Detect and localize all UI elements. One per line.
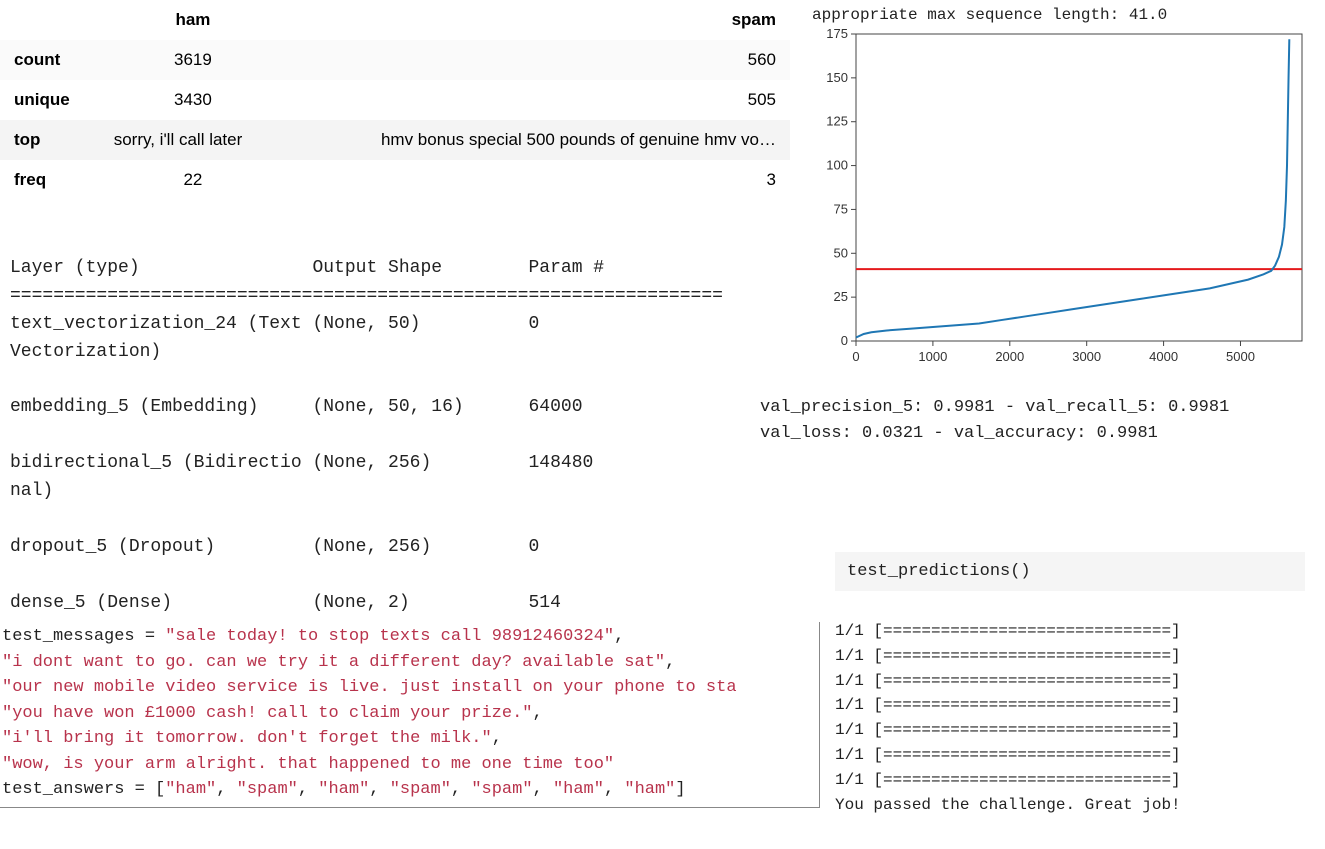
cell: hmv bonus special 500 pounds of genuine … xyxy=(286,120,790,160)
col-spam: spam xyxy=(286,0,790,40)
training-metrics: val_precision_5: 0.9981 - val_recall_5: … xyxy=(760,395,1229,446)
svg-text:100: 100 xyxy=(826,158,848,173)
table-row: top sorry, i'll call later hmv bonus spe… xyxy=(0,120,790,160)
cell: 3619 xyxy=(100,40,286,80)
describe-table: ham spam count 3619 560 unique 3430 505 … xyxy=(0,0,790,200)
row-label: count xyxy=(0,40,100,80)
svg-text:4000: 4000 xyxy=(1149,349,1178,364)
cell: 505 xyxy=(286,80,790,120)
svg-text:175: 175 xyxy=(826,26,848,41)
svg-text:0: 0 xyxy=(841,333,848,348)
svg-text:0: 0 xyxy=(852,349,859,364)
predictions-progress: 1/1 [==============================] 1/1… xyxy=(835,619,1305,817)
svg-text:150: 150 xyxy=(826,70,848,85)
chart-title: appropriate max sequence length: 41.0 xyxy=(804,0,1314,26)
table-row: unique 3430 505 xyxy=(0,80,790,120)
metric-line: val_precision_5: 0.9981 - val_recall_5: … xyxy=(760,395,1229,421)
svg-text:75: 75 xyxy=(834,201,848,216)
svg-text:1000: 1000 xyxy=(918,349,947,364)
sequence-length-chart: appropriate max sequence length: 41.0 0 2… xyxy=(804,0,1314,371)
svg-text:125: 125 xyxy=(826,114,848,129)
test-messages-code: test_messages = "sale today! to stop tex… xyxy=(0,622,820,808)
svg-text:50: 50 xyxy=(834,245,848,260)
row-label: freq xyxy=(0,160,100,200)
svg-text:2000: 2000 xyxy=(995,349,1024,364)
svg-text:25: 25 xyxy=(834,289,848,304)
predictions-output: test_predictions() 1/1 [================… xyxy=(835,552,1305,817)
cell: 22 xyxy=(100,160,286,200)
table-row: count 3619 560 xyxy=(0,40,790,80)
model-summary: Layer (type) Output Shape Param # ======… xyxy=(10,255,780,618)
cell: 3430 xyxy=(100,80,286,120)
cell: 3 xyxy=(286,160,790,200)
chart-svg: 0 25 50 75 100 125 150 175 0 1000 2000 3000 4000 5000 xyxy=(804,26,1314,371)
cell: sorry, i'll call later xyxy=(100,120,286,160)
svg-text:3000: 3000 xyxy=(1072,349,1101,364)
cell: 560 xyxy=(286,40,790,80)
col-ham: ham xyxy=(100,0,286,40)
table-row: freq 22 3 xyxy=(0,160,790,200)
row-label: unique xyxy=(0,80,100,120)
metric-line: val_loss: 0.0321 - val_accuracy: 0.9981 xyxy=(760,421,1229,447)
row-label: top xyxy=(0,120,100,160)
svg-text:5000: 5000 xyxy=(1226,349,1255,364)
predictions-call: test_predictions() xyxy=(835,552,1305,591)
